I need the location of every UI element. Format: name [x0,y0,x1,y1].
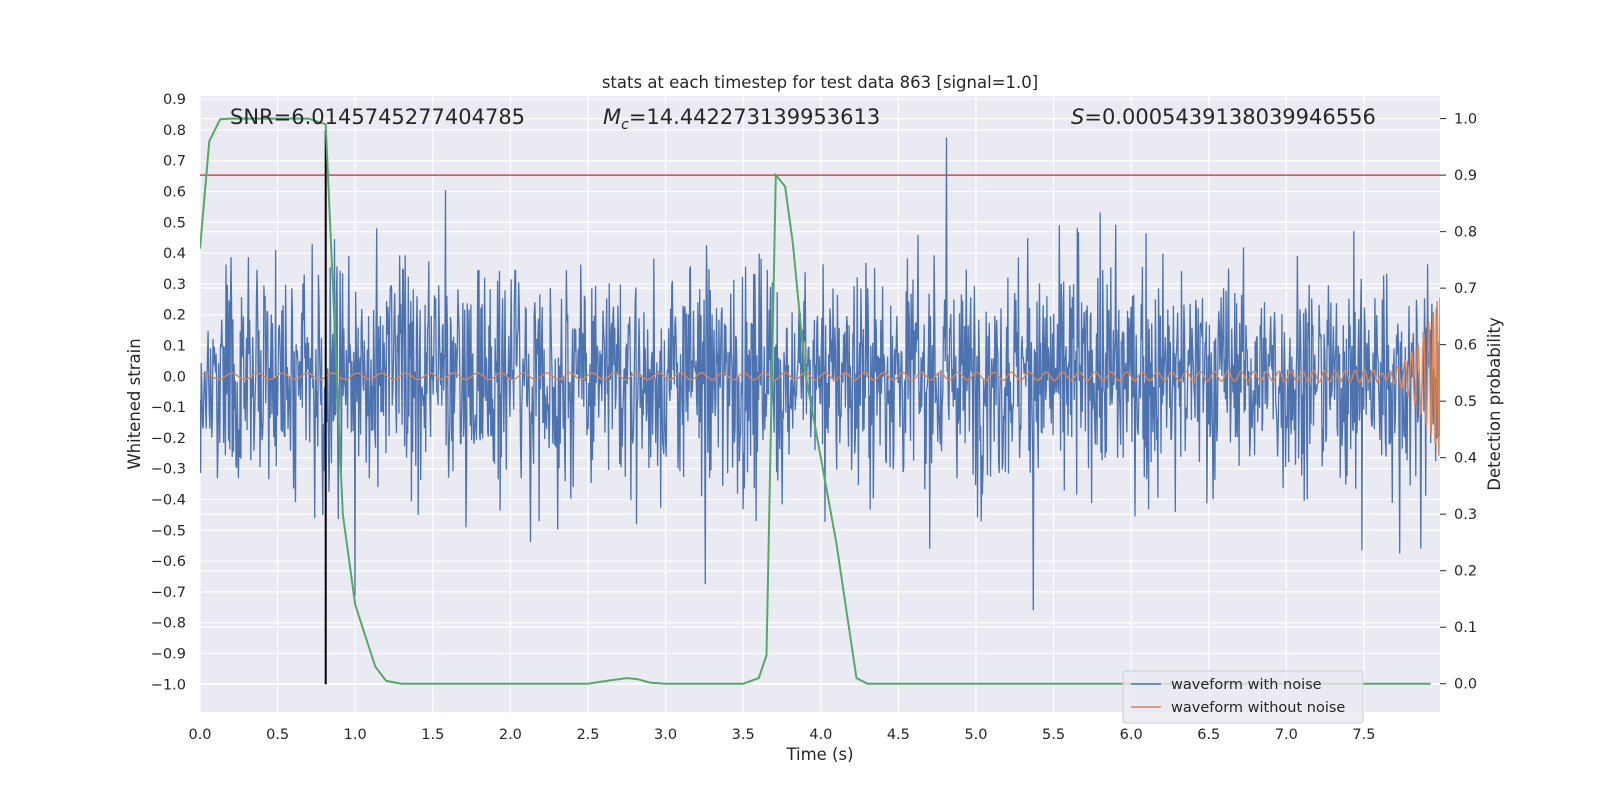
s-annotation: S=0.0005439138039946556 [1071,105,1376,129]
y-tick-label: −0.7 [151,585,186,601]
x-tick-label: 1.0 [344,727,367,743]
legend-box [1122,670,1364,724]
chart-title: stats at each timestep for test data 863… [602,73,1038,92]
y2-tick-label: 0.9 [1454,168,1477,184]
y2-tick-label: 0.3 [1454,507,1477,523]
snr-annotation: SNR=6.0145745277404785 [230,105,525,129]
y2-tick-label: 1.0 [1454,112,1477,128]
x-tick-label: 0.0 [188,727,211,743]
y2-tick-label: 0.8 [1454,225,1477,241]
ticks: 0.0 0.5 1.0 1.5 2.0 2.5 3.0 3.5 4.0 4.5 5.0 5.5 6.0 6… [151,92,1477,743]
x-axis-label: Time (s) [785,745,853,764]
x-tick-label: 4.5 [887,727,910,743]
y-tick-label: 0.7 [163,154,186,170]
x-tick-label: 4.0 [809,727,832,743]
y-tick-label: −1.0 [151,677,186,693]
y-tick-label: 0.0 [163,369,186,385]
series-detection-probability [200,117,1431,685]
x-tick-label: 6.0 [1120,727,1143,743]
x-tick-label: 2.0 [499,727,522,743]
y-tick-label: −0.5 [151,523,186,539]
y2-tick-label: 0.5 [1454,394,1477,410]
x-tick-label: 7.0 [1275,727,1298,743]
x-tick-label: 5.0 [964,727,987,743]
chirp-mass-value: =14.442273139953613 [629,105,880,129]
y-tick-label: −0.6 [151,554,186,570]
series-waveform-with-noise [200,137,1440,611]
y-tick-label: 0.8 [163,123,186,139]
chirp-mass-symbol: M [603,105,621,129]
x-tick-label: 3.5 [732,727,755,743]
y-tick-label: −0.8 [151,616,186,632]
y-tick-label: 0.1 [163,338,186,354]
y-tick-label: −0.2 [151,431,186,447]
y2-tick-label: 0.2 [1454,564,1477,580]
legend: waveform with noise waveform without noi… [1122,670,1364,724]
y-tick-label: −0.4 [151,492,186,508]
y-tick-label: 0.6 [163,184,186,200]
y2-axis-label: Detection probability [1485,317,1504,491]
y-tick-label: 0.2 [163,308,186,324]
chirp-mass-subscript: c [621,117,629,133]
x-tick-label: 6.5 [1197,727,1220,743]
x-tick-label: 1.5 [421,727,444,743]
legend-label-clean: waveform without noise [1171,700,1345,716]
x-tick-label: 3.0 [654,727,677,743]
y-axis-label: Whitened strain [125,338,144,469]
x-tick-label: 5.5 [1042,727,1065,743]
y-tick-label: 0.5 [163,215,186,231]
y-tick-label: −0.1 [151,400,186,416]
s-symbol: S [1071,105,1084,129]
x-tick-label: 0.5 [266,727,289,743]
s-value: =0.0005439138039946556 [1084,105,1376,129]
x-tick-label: 2.5 [576,727,599,743]
y2-tick-label: 0.1 [1454,620,1477,636]
y2-tick-label: 0.6 [1454,338,1477,354]
y-tick-label: 0.9 [163,92,186,108]
y-tick-label: −0.9 [151,646,186,662]
legend-label-noise: waveform with noise [1171,677,1322,693]
y-tick-label: 0.4 [163,246,186,262]
y-tick-label: 0.3 [163,277,186,293]
chirp-mass-annotation: Mc=14.442273139953613 [603,105,880,133]
y-tick-label: −0.3 [151,462,186,478]
y2-tick-label: 0.4 [1454,451,1477,467]
series-waveform-without-noise [200,297,1440,456]
x-tick-label: 7.5 [1352,727,1375,743]
y2-tick-label: 0.7 [1454,281,1477,297]
series-layer [200,117,1440,685]
y2-tick-label: 0.0 [1454,677,1477,693]
